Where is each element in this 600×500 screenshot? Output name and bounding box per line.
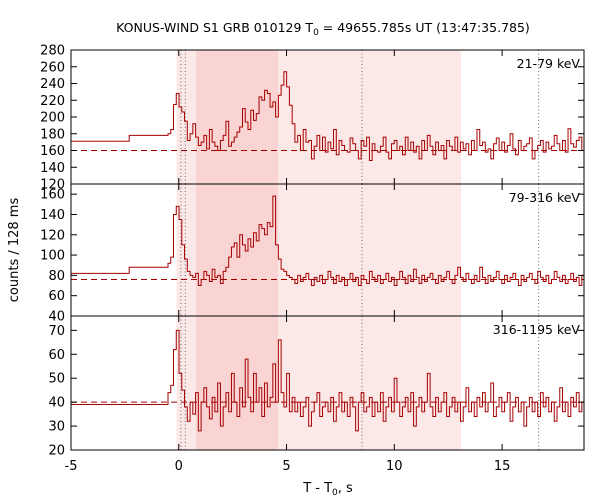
x-axis-title: T - T0, s bbox=[302, 481, 353, 498]
y-tick-label: 120 bbox=[40, 178, 65, 193]
y-tick-label: 140 bbox=[40, 161, 65, 176]
y-tick-label: 70 bbox=[48, 324, 65, 339]
y-axis-title: counts / 128 ms bbox=[7, 198, 22, 303]
energy-band-label: 21-79 keV bbox=[517, 56, 581, 71]
y-tick-label: 140 bbox=[40, 208, 65, 223]
y-tick-label: 60 bbox=[48, 348, 65, 363]
y-tick-label: 60 bbox=[48, 289, 65, 304]
x-tick-label: 5 bbox=[282, 459, 290, 474]
y-tick-label: 260 bbox=[40, 60, 65, 75]
x-axis: -5 0 5 10 15 bbox=[65, 459, 511, 474]
y-tick-label: 100 bbox=[40, 249, 65, 264]
y-tick-label: 40 bbox=[48, 396, 65, 411]
y-tick-label: 240 bbox=[40, 77, 65, 92]
y-tick-label: 160 bbox=[40, 144, 65, 159]
y-tick-label: 280 bbox=[40, 44, 65, 59]
y-tick-label: 50 bbox=[48, 372, 65, 387]
y-tick-label: 200 bbox=[40, 111, 65, 126]
y-tick-label: 30 bbox=[48, 420, 65, 435]
energy-band-label: 79-316 keV bbox=[509, 190, 581, 205]
x-tick-label: 0 bbox=[175, 459, 183, 474]
y-tick-label: 180 bbox=[40, 127, 65, 142]
x-tick-label: 15 bbox=[494, 459, 511, 474]
count-rate-curve bbox=[71, 195, 584, 287]
panel-2: 40 60 80 100 120 140 160 79-316 keV bbox=[40, 183, 585, 325]
count-rate-curve bbox=[71, 329, 584, 432]
energy-band-label: 316-1195 keV bbox=[493, 322, 581, 337]
x-tick-label: 10 bbox=[386, 459, 403, 474]
x-tick-label: -5 bbox=[65, 459, 78, 474]
chart-title: KONUS-WIND S1 GRB 010129 T0 = 49655.785s… bbox=[116, 20, 530, 38]
panel-3: 20 30 40 50 60 70 316-1195 keV bbox=[48, 315, 585, 459]
y-tick-label: 160 bbox=[40, 188, 65, 203]
y-tick-label: 20 bbox=[48, 444, 65, 459]
count-rate-curve bbox=[71, 71, 584, 162]
y-tick-label: 120 bbox=[40, 228, 65, 243]
shaded-interval-2 bbox=[196, 50, 278, 184]
panel-frame bbox=[70, 315, 585, 451]
y-tick-label: 40 bbox=[48, 310, 65, 325]
y-tick-label: 80 bbox=[48, 269, 65, 284]
y-tick-label: 220 bbox=[40, 94, 65, 109]
